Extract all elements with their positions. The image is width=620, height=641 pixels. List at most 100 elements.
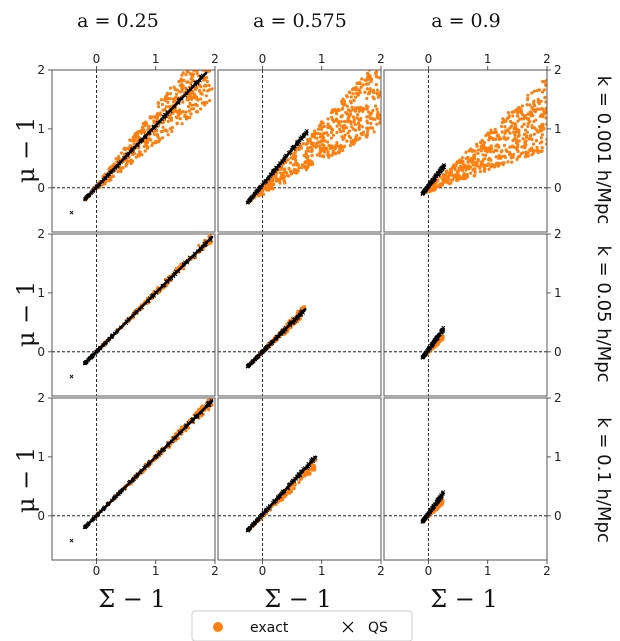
exact-point	[197, 243, 201, 247]
exact-point	[450, 173, 454, 177]
panel-frame	[51, 233, 216, 397]
exact-point	[317, 144, 322, 148]
exact-point	[528, 112, 532, 116]
exact-point	[288, 161, 293, 165]
exact-point	[315, 131, 320, 136]
exact-point	[345, 104, 349, 108]
exact-point	[318, 132, 322, 136]
exact-point	[159, 98, 163, 102]
exact-point	[359, 85, 363, 89]
exact-point	[449, 181, 453, 185]
exact-point	[449, 168, 453, 172]
x-tick-label-bottom: 1	[318, 564, 326, 578]
exact-point	[543, 95, 547, 100]
exact-point	[169, 118, 174, 122]
y-tick-label-right: 1	[554, 286, 562, 300]
exact-point	[519, 108, 523, 112]
exact-point	[195, 70, 199, 73]
x-axis-label: Σ − 1	[430, 585, 498, 613]
exact-point	[319, 147, 324, 151]
exact-point	[447, 171, 452, 175]
exact-point	[526, 97, 530, 101]
exact-point	[374, 71, 378, 75]
exact-point	[347, 134, 351, 139]
exact-point	[482, 163, 486, 167]
exact-point	[326, 133, 330, 137]
exact-point	[182, 78, 186, 82]
exact-point	[193, 87, 197, 91]
exact-point	[184, 429, 188, 433]
qs-outlier-point	[245, 528, 250, 533]
exact-point	[376, 95, 380, 99]
x-tick-label-top: 1	[318, 52, 326, 66]
exact-point	[461, 159, 465, 164]
exact-point	[174, 266, 178, 271]
exact-point	[175, 88, 179, 92]
exact-point	[160, 136, 165, 140]
exact-point	[199, 61, 202, 64]
exact-point	[176, 436, 180, 440]
exact-point	[195, 110, 200, 114]
exact-point	[319, 139, 323, 143]
exact-point	[154, 116, 159, 120]
series-qs	[420, 325, 446, 360]
exact-point	[331, 133, 336, 137]
exact-point	[537, 107, 542, 111]
exact-point	[335, 117, 339, 121]
exact-point	[342, 99, 347, 103]
panel-frame	[51, 397, 216, 561]
panel: 0 1 2	[37, 227, 216, 397]
qs-outlier-point	[420, 355, 425, 360]
exact-point	[205, 45, 208, 48]
exact-point	[476, 151, 480, 155]
exact-point	[375, 107, 379, 111]
exact-point	[460, 156, 464, 160]
exact-point	[493, 130, 497, 135]
exact-point	[520, 104, 525, 108]
exact-point	[206, 70, 211, 74]
exact-point	[155, 133, 160, 137]
exact-point	[171, 100, 176, 104]
legend-label-exact: exact	[250, 620, 289, 636]
exact-point	[536, 97, 540, 102]
exact-point	[300, 166, 304, 170]
exact-point	[365, 119, 369, 123]
exact-point	[454, 175, 459, 180]
row-title: k = 0.001 h/Mpc	[593, 76, 614, 225]
exact-point	[271, 187, 275, 191]
exact-point	[306, 162, 310, 166]
exact-point	[506, 136, 510, 140]
exact-point	[467, 164, 471, 168]
exact-point	[544, 100, 547, 104]
exact-point	[506, 160, 510, 164]
exact-point	[294, 158, 298, 162]
exact-point	[473, 173, 477, 177]
exact-point	[210, 87, 214, 91]
exact-point	[479, 149, 484, 153]
panel-plot-area	[52, 234, 215, 396]
exact-point	[181, 71, 185, 75]
exact-point	[481, 153, 485, 157]
exact-point	[532, 99, 536, 103]
exact-point	[294, 161, 298, 165]
exact-point	[327, 154, 331, 158]
exact-point	[360, 77, 364, 81]
exact-point	[153, 129, 158, 133]
exact-point	[523, 146, 527, 150]
y-tick-label-left: 1	[37, 122, 45, 136]
exact-point	[328, 124, 332, 129]
exact-point	[357, 109, 361, 113]
exact-point	[200, 66, 203, 69]
exact-point	[516, 134, 520, 138]
exact-point	[264, 187, 268, 191]
exact-point	[353, 95, 358, 99]
exact-point	[461, 177, 466, 181]
exact-point	[489, 147, 494, 151]
qs-outlier-point	[245, 364, 250, 369]
panel-frame	[383, 69, 548, 233]
exact-point	[482, 169, 487, 173]
exact-point	[532, 148, 536, 153]
panel-plot-area	[384, 234, 547, 396]
exact-point	[353, 122, 357, 127]
exact-point	[356, 121, 361, 125]
